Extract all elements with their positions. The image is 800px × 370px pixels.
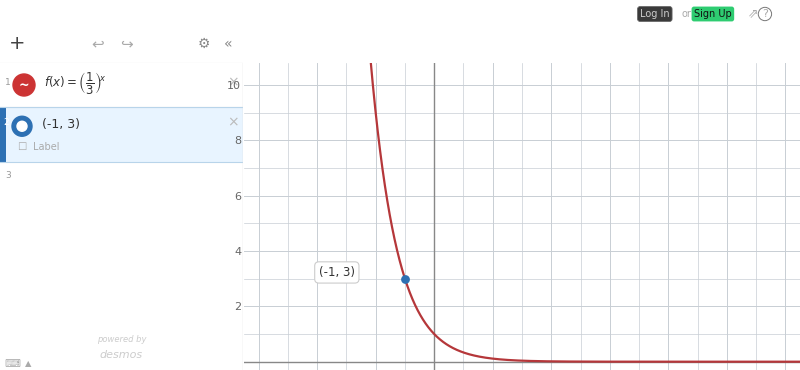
Bar [0,63,243,107]
Text: Label: Label [33,142,59,152]
Bar [0,107,243,162]
Text: ⇗: ⇗ [748,7,758,20]
Text: or: or [682,9,692,19]
Text: ▲: ▲ [25,360,31,369]
Text: (-1, 3): (-1, 3) [42,118,80,131]
Point [398,276,411,282]
Circle shape [12,116,32,136]
Text: Sign Up: Sign Up [694,9,732,19]
Text: ↪: ↪ [120,36,133,51]
Text: desmos: desmos [366,5,434,23]
Text: powered by: powered by [97,336,146,344]
Text: 3: 3 [5,171,10,179]
Text: ↩: ↩ [91,36,103,51]
Text: Untitled Graph: Untitled Graph [28,7,115,20]
Text: ☐: ☐ [18,142,26,152]
Text: «: « [224,37,233,51]
Bar [0,107,6,162]
Text: ⚙: ⚙ [198,37,210,51]
Text: ~: ~ [18,78,30,91]
Text: +: + [9,34,26,53]
Text: 2: 2 [3,118,9,127]
Text: ⌨: ⌨ [4,359,20,369]
Circle shape [17,121,27,131]
Text: ×: × [227,115,239,130]
Text: ×: × [227,76,239,90]
Text: ≡: ≡ [8,7,20,21]
Text: (-1, 3): (-1, 3) [319,266,355,279]
Text: $f(x) = \left(\dfrac{1}{3}\right)^{\!x}$: $f(x) = \left(\dfrac{1}{3}\right)^{\!x}$ [44,70,106,96]
Text: Log In: Log In [640,9,670,19]
Text: 1: 1 [5,78,10,87]
Text: ?: ? [762,9,768,19]
Text: desmos: desmos [100,350,143,360]
Circle shape [13,74,35,96]
